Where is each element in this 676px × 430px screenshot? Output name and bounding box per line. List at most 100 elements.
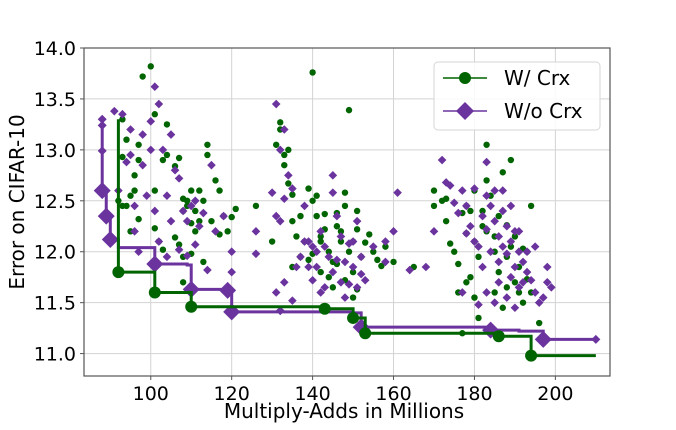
frontier-marker-w-crx <box>112 266 125 279</box>
point-w-o-crx <box>506 237 516 246</box>
point-w-o-crx <box>510 262 520 272</box>
point-w-o-crx <box>279 125 289 134</box>
point-w-o-crx <box>429 227 439 236</box>
point-w-crx <box>293 233 300 240</box>
point-w-o-crx <box>166 130 176 139</box>
point-w-o-crx <box>203 265 212 275</box>
point-w-crx <box>511 233 519 240</box>
point-w-o-crx <box>142 191 152 201</box>
frontier-small-marker-w-o-crx <box>97 120 107 130</box>
point-w-crx <box>131 187 138 194</box>
point-w-o-crx <box>316 288 325 297</box>
point-w-o-crx <box>271 288 281 297</box>
point-w-o-crx <box>207 160 216 170</box>
point-w-o-crx <box>227 247 236 257</box>
point-w-crx <box>349 268 357 276</box>
point-w-crx <box>353 207 361 215</box>
point-w-o-crx <box>348 262 358 272</box>
point-w-o-crx <box>421 262 431 272</box>
y-tick-label: 13.5 <box>34 89 76 111</box>
point-w-crx <box>135 141 142 148</box>
point-w-crx <box>366 231 373 238</box>
point-w-o-crx <box>118 109 127 119</box>
point-w-o-crx <box>328 171 338 180</box>
y-axis-label: Error on CIFAR-10 <box>5 114 29 289</box>
point-w-crx <box>119 153 126 161</box>
point-w-o-crx <box>538 293 548 302</box>
x-axis-ticks: 100 120 140 160 180 200 <box>133 376 574 405</box>
point-w-crx <box>224 228 231 235</box>
point-w-o-crx <box>227 267 236 277</box>
point-w-o-crx <box>482 225 491 234</box>
point-w-o-crx <box>300 201 309 211</box>
point-w-o-crx <box>110 106 119 116</box>
x-tick-label: 140 <box>294 383 330 405</box>
point-w-crx <box>507 243 515 250</box>
point-w-o-crx <box>498 242 508 251</box>
point-w-o-crx <box>478 262 487 272</box>
point-w-o-crx <box>494 257 504 267</box>
point-w-crx <box>499 304 506 311</box>
point-w-o-crx <box>486 201 495 211</box>
point-w-crx <box>272 141 280 148</box>
point-w-o-crx <box>490 298 499 307</box>
legend-label-wo-crx: W/o Crx <box>504 99 583 123</box>
point-w-o-crx <box>356 269 366 279</box>
point-w-o-crx <box>211 227 220 236</box>
point-w-o-crx <box>154 237 164 246</box>
y-tick-label: 12.0 <box>34 242 76 264</box>
point-w-crx <box>317 233 324 240</box>
point-w-o-crx <box>462 229 471 238</box>
point-w-o-crx <box>542 277 552 287</box>
point-w-crx <box>289 191 296 198</box>
point-w-o-crx <box>271 211 281 221</box>
point-w-crx <box>159 246 167 253</box>
point-w-crx <box>192 228 199 235</box>
point-w-o-crx <box>344 280 354 289</box>
point-w-o-crx <box>453 208 463 218</box>
point-w-o-crx <box>389 227 398 236</box>
point-w-crx <box>285 180 292 187</box>
point-w-o-crx <box>195 221 204 231</box>
point-w-o-crx <box>178 206 188 216</box>
point-w-crx <box>353 226 361 233</box>
point-w-o-crx <box>279 194 289 204</box>
point-w-crx <box>163 121 171 128</box>
frontier-marker-w-crx <box>492 330 505 343</box>
point-w-o-crx <box>312 247 321 257</box>
point-w-o-crx <box>498 186 508 195</box>
y-tick-label: 11.5 <box>34 293 76 315</box>
point-w-o-crx <box>482 288 491 297</box>
point-w-o-crx <box>219 211 228 221</box>
point-w-crx <box>333 223 341 230</box>
frontier-marker-w-crx <box>525 349 538 362</box>
point-w-o-crx <box>150 82 160 92</box>
point-w-o-crx <box>336 277 346 287</box>
point-w-crx <box>281 151 288 159</box>
point-w-crx <box>483 177 490 184</box>
point-w-o-crx <box>381 257 390 267</box>
frontier-marker-w-o-crx <box>534 330 552 348</box>
point-w-o-crx <box>150 206 160 216</box>
x-tick-label: 180 <box>456 383 492 405</box>
point-w-crx <box>430 187 438 194</box>
point-w-o-crx <box>332 255 342 265</box>
frontier-line-w-o-crx <box>100 119 596 341</box>
point-w-crx <box>499 169 506 176</box>
point-w-crx <box>289 217 296 225</box>
frontier-small-marker-w-o-crx <box>97 146 107 156</box>
point-w-crx <box>491 289 498 296</box>
point-w-o-crx <box>122 157 131 167</box>
frontier-marker-w-o-crx <box>146 255 164 273</box>
point-w-o-crx <box>279 277 289 287</box>
frontier-marker-w-o-crx <box>97 207 115 225</box>
point-w-o-crx <box>328 267 338 277</box>
point-w-crx <box>135 215 142 223</box>
point-w-o-crx <box>308 275 317 285</box>
point-w-crx <box>139 73 146 80</box>
point-w-crx <box>252 202 260 210</box>
point-w-o-crx <box>506 272 516 282</box>
legend-box <box>433 61 601 131</box>
x-tick-label: 200 <box>537 383 573 405</box>
